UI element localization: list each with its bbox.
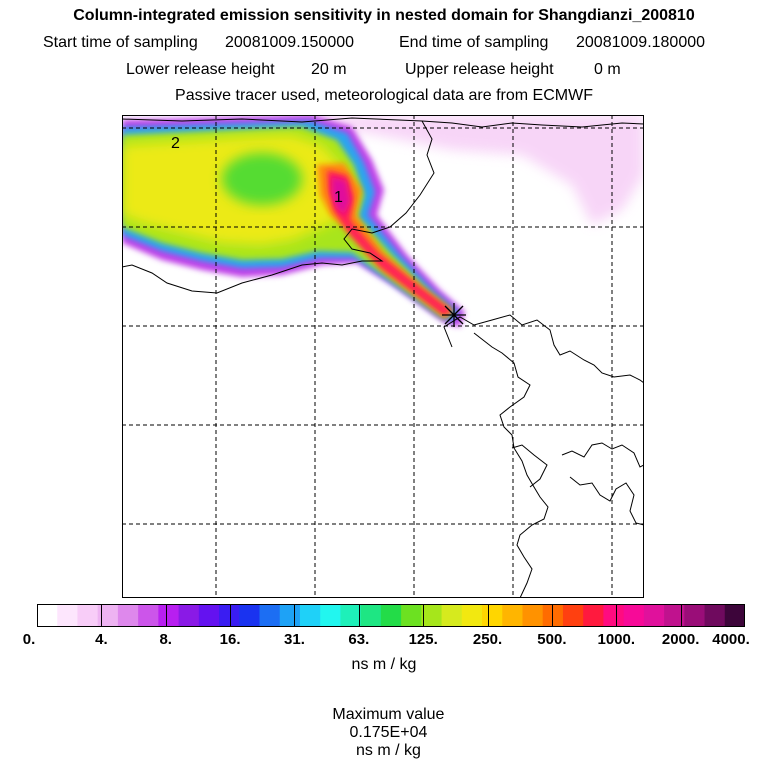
maximum-value: 0.175E+04 bbox=[349, 724, 428, 741]
colorbar-tick-label: 16. bbox=[219, 631, 241, 648]
colorbar-cell bbox=[664, 604, 685, 627]
lat-lon-grid bbox=[122, 115, 644, 598]
colorbar-cell bbox=[360, 604, 382, 627]
colorbar-tick-label: 250. bbox=[472, 631, 503, 648]
colorbar-tick-label: 4000. bbox=[712, 631, 750, 648]
colorbar-cell bbox=[380, 604, 402, 627]
colorbar-cell bbox=[178, 604, 200, 627]
colorbar-tick-label: 63. bbox=[348, 631, 370, 648]
coastlines bbox=[122, 117, 644, 598]
plume-magenta-core bbox=[332, 177, 350, 215]
colorbar-cell bbox=[77, 604, 99, 627]
colorbar-cell bbox=[461, 604, 483, 627]
colorbar-cell bbox=[583, 604, 604, 627]
colorbar-cell bbox=[219, 604, 240, 627]
colorbar-cell bbox=[158, 604, 180, 627]
colorbar-cell bbox=[684, 604, 706, 627]
receptor-star-icon bbox=[442, 303, 466, 327]
colorbar-tick-label: 125. bbox=[408, 631, 438, 648]
colorbar-cell bbox=[603, 604, 625, 627]
colorbar bbox=[37, 604, 745, 627]
colorbar-cell bbox=[623, 604, 645, 627]
colorbar-cell bbox=[542, 604, 564, 627]
colorbar-tick-label: 31. bbox=[284, 631, 305, 648]
sampling-start-label: Start time of sampling bbox=[43, 34, 198, 51]
colorbar-cell bbox=[37, 604, 58, 627]
colorbar-cell bbox=[562, 604, 584, 627]
sampling-end-label: End time of sampling bbox=[399, 34, 549, 51]
colorbar-cell bbox=[421, 604, 443, 627]
peak-marker-1: 1 bbox=[334, 189, 343, 206]
maximum-units: ns m / kg bbox=[355, 742, 421, 759]
colorbar-tick-label: 8. bbox=[159, 631, 172, 648]
plot-subtitle: Passive tracer used, meteorological data… bbox=[175, 87, 593, 104]
sensitivity-map: 1 2 bbox=[122, 115, 644, 598]
maximum-label: Maximum value bbox=[332, 706, 445, 723]
colorbar-cell bbox=[97, 604, 119, 627]
colorbar-cell bbox=[239, 604, 261, 627]
colorbar-cell bbox=[198, 604, 220, 627]
lower-release-label: Lower release height bbox=[126, 61, 275, 78]
colorbar-tick-label: 500. bbox=[537, 631, 567, 648]
upper-release-label: Upper release height bbox=[405, 61, 554, 78]
upper-release-value: 0 m bbox=[594, 61, 621, 78]
colorbar-cell bbox=[643, 604, 665, 627]
colorbar-cell bbox=[279, 604, 301, 627]
peak-marker-2: 2 bbox=[171, 135, 180, 152]
plume-green-blob bbox=[222, 153, 302, 205]
maximum-value-line: Maximum value 0.175E+04 ns m / kg bbox=[0, 688, 768, 760]
colorbar-cell bbox=[340, 604, 362, 627]
colorbar-cell bbox=[482, 604, 503, 627]
lower-release-value: 20 m bbox=[311, 61, 347, 78]
colorbar-tick-label: 2000. bbox=[661, 631, 700, 648]
plot-title: Column-integrated emission sensitivity i… bbox=[73, 7, 695, 24]
colorbar-tick-label: 1000. bbox=[597, 631, 636, 648]
colorbar-cell bbox=[320, 604, 342, 627]
colorbar-cell bbox=[502, 604, 524, 627]
colorbar-cell bbox=[724, 604, 745, 627]
colorbar-cell bbox=[401, 604, 422, 627]
sampling-start-value: 20081009.150000 bbox=[225, 34, 355, 51]
colorbar-cell bbox=[522, 604, 544, 627]
colorbar-tick-label: 4. bbox=[95, 631, 108, 648]
colorbar-cell bbox=[704, 604, 726, 627]
colorbar-cell bbox=[117, 604, 139, 627]
sampling-end-value: 20081009.180000 bbox=[576, 34, 706, 51]
colorbar-cell bbox=[57, 604, 79, 627]
colorbar-cell bbox=[299, 604, 321, 627]
colorbar-cell bbox=[138, 604, 159, 627]
colorbar-cell bbox=[259, 604, 281, 627]
low-sensitivity-region-top bbox=[272, 115, 644, 225]
colorbar-units: ns m / kg bbox=[351, 656, 417, 673]
colorbar-tick-label: 0. bbox=[22, 631, 36, 648]
colorbar-cell bbox=[441, 604, 463, 627]
